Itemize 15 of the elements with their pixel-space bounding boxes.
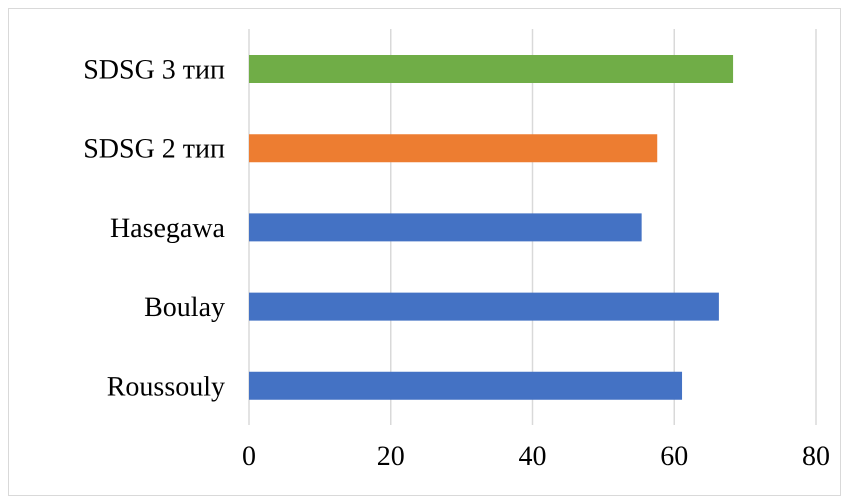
bar <box>249 213 642 242</box>
bar <box>249 134 658 162</box>
y-tick-label: Boulay <box>144 292 225 324</box>
y-tick-label: Roussouly <box>106 371 225 402</box>
bar <box>249 372 682 400</box>
x-tick-label: 0 <box>242 440 256 472</box>
y-tick-label: Hasegawa <box>110 212 226 244</box>
y-tick-label: SDSG 3 тип <box>83 54 226 86</box>
x-tick-label: 40 <box>518 440 546 472</box>
x-tick-label: 80 <box>802 440 830 472</box>
x-tick-label: 20 <box>376 440 405 472</box>
bar <box>249 292 719 321</box>
y-tick-label: SDSG 2 тип <box>83 134 226 165</box>
x-tick-label: 60 <box>660 440 688 472</box>
bar <box>249 55 734 83</box>
